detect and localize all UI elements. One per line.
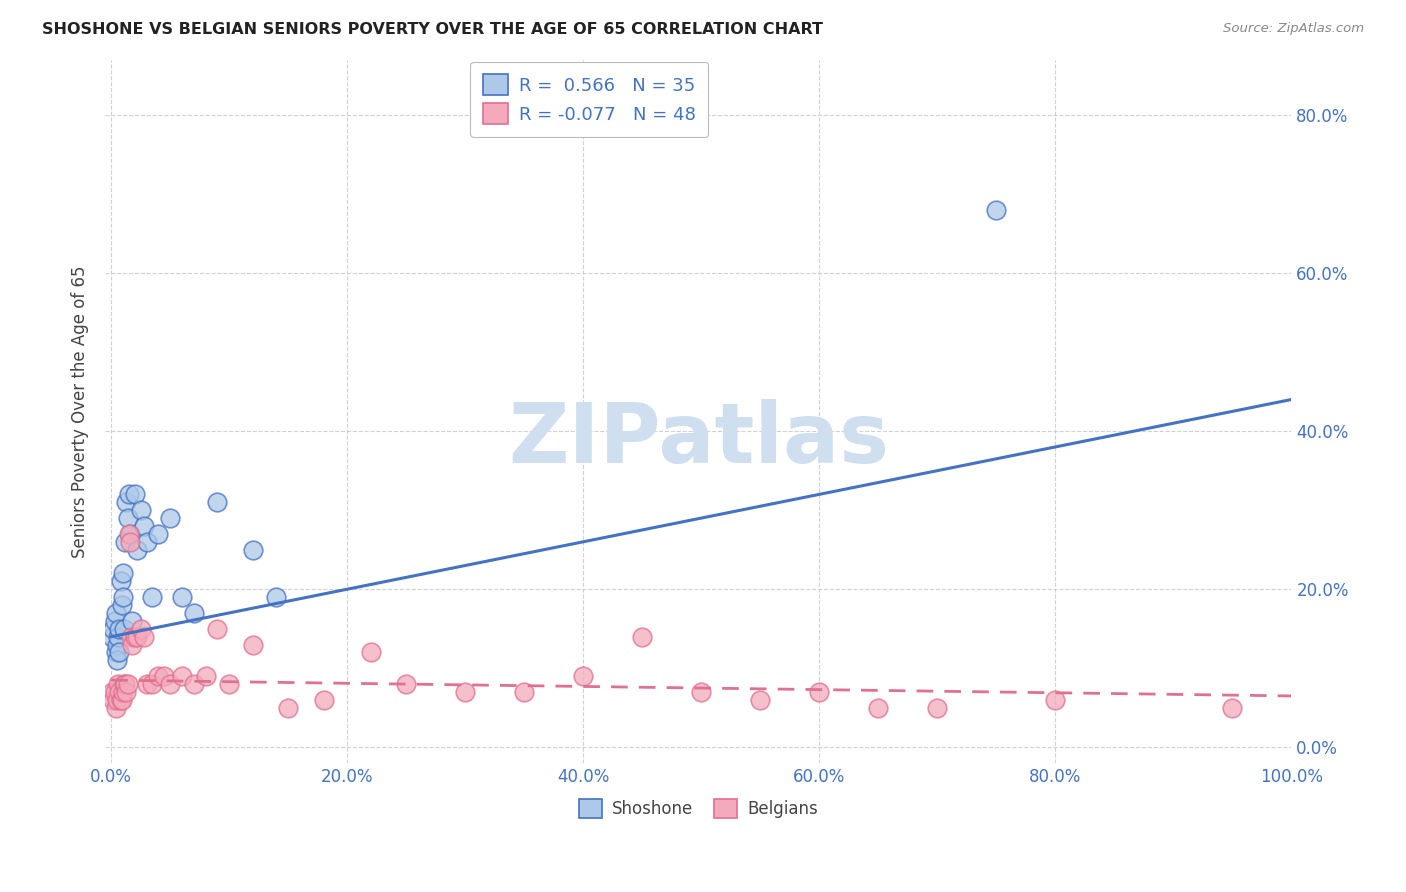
Point — [114, 534, 136, 549]
Text: ZIPatlas: ZIPatlas — [508, 399, 889, 480]
Point — [125, 542, 148, 557]
Point — [312, 693, 335, 707]
Point — [986, 202, 1008, 217]
Point — [513, 685, 536, 699]
Point — [148, 669, 170, 683]
Point — [111, 693, 134, 707]
Point — [115, 685, 138, 699]
Point — [104, 685, 127, 699]
Point — [117, 677, 139, 691]
Text: Source: ZipAtlas.com: Source: ZipAtlas.com — [1223, 22, 1364, 36]
Point — [107, 630, 129, 644]
Point — [159, 511, 181, 525]
Point — [124, 630, 146, 644]
Point — [183, 606, 205, 620]
Point — [105, 653, 128, 667]
Point — [808, 685, 831, 699]
Point — [111, 598, 134, 612]
Point — [129, 622, 152, 636]
Point — [141, 677, 163, 691]
Point — [1045, 693, 1067, 707]
Point — [141, 590, 163, 604]
Point — [121, 614, 143, 628]
Point — [111, 590, 134, 604]
Point — [118, 527, 141, 541]
Point — [120, 630, 142, 644]
Point — [112, 622, 135, 636]
Point — [110, 693, 132, 707]
Point — [277, 700, 299, 714]
Point — [107, 677, 129, 691]
Y-axis label: Seniors Poverty Over the Age of 65: Seniors Poverty Over the Age of 65 — [72, 265, 89, 558]
Point — [395, 677, 418, 691]
Point — [108, 685, 131, 699]
Point — [118, 534, 141, 549]
Point — [115, 495, 138, 509]
Point — [129, 503, 152, 517]
Point — [868, 700, 890, 714]
Point — [218, 677, 240, 691]
Point — [207, 622, 229, 636]
Point — [104, 645, 127, 659]
Point — [170, 590, 193, 604]
Point — [153, 669, 176, 683]
Point — [118, 487, 141, 501]
Point — [124, 487, 146, 501]
Point — [112, 677, 135, 691]
Point — [104, 606, 127, 620]
Point — [266, 590, 288, 604]
Point — [104, 614, 127, 628]
Point — [690, 685, 713, 699]
Point — [242, 638, 264, 652]
Point — [110, 574, 132, 589]
Point — [117, 511, 139, 525]
Point — [114, 677, 136, 691]
Point — [108, 622, 131, 636]
Point — [207, 495, 229, 509]
Point — [105, 638, 128, 652]
Point — [170, 669, 193, 683]
Point — [148, 527, 170, 541]
Point — [749, 693, 772, 707]
Legend: Shoshone, Belgians: Shoshone, Belgians — [572, 793, 824, 825]
Point — [105, 693, 128, 707]
Point — [927, 700, 949, 714]
Point — [134, 630, 156, 644]
Point — [111, 566, 134, 581]
Point — [360, 645, 382, 659]
Point — [111, 685, 134, 699]
Point — [135, 677, 157, 691]
Point — [101, 685, 124, 699]
Point — [242, 542, 264, 557]
Point — [159, 677, 181, 691]
Point — [631, 630, 654, 644]
Point — [125, 630, 148, 644]
Text: SHOSHONE VS BELGIAN SENIORS POVERTY OVER THE AGE OF 65 CORRELATION CHART: SHOSHONE VS BELGIAN SENIORS POVERTY OVER… — [42, 22, 823, 37]
Point — [118, 527, 141, 541]
Point — [183, 677, 205, 691]
Point — [103, 622, 125, 636]
Point — [103, 693, 125, 707]
Point — [121, 638, 143, 652]
Point — [104, 700, 127, 714]
Point — [101, 630, 124, 644]
Point — [134, 519, 156, 533]
Point — [194, 669, 217, 683]
Point — [1222, 700, 1244, 714]
Point — [108, 645, 131, 659]
Point — [454, 685, 477, 699]
Point — [135, 534, 157, 549]
Point — [572, 669, 595, 683]
